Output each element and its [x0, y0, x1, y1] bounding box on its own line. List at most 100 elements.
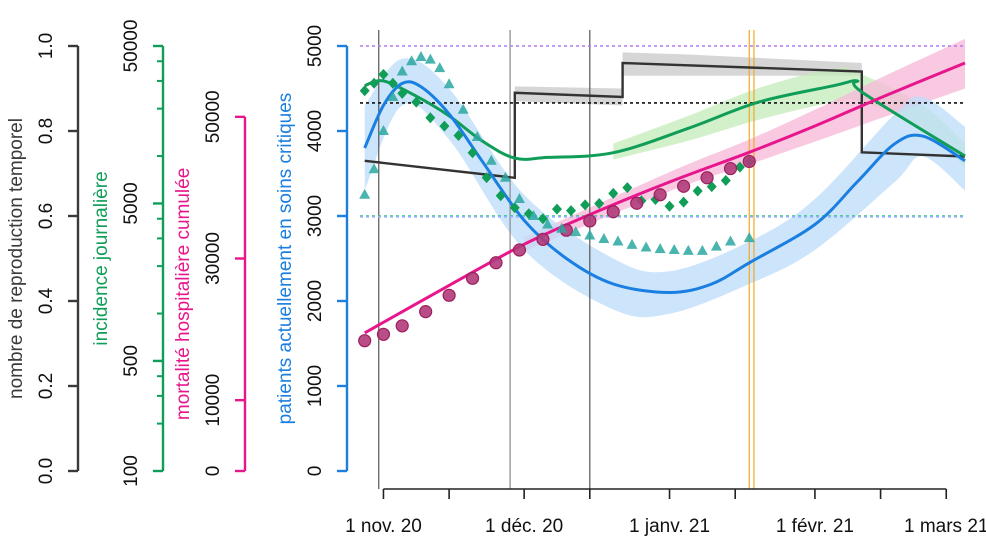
point-diamond-3 [387, 77, 398, 89]
point-triangle-7 [424, 53, 436, 64]
point-circle-4 [442, 288, 456, 302]
point-triangle-23 [640, 241, 652, 252]
point-diamond-10 [481, 172, 492, 184]
point-circle-5 [465, 271, 480, 285]
point-triangle-18 [570, 226, 582, 237]
point-diamond-4 [397, 87, 408, 99]
band-icu-5 [364, 58, 965, 318]
y-tick-label-icu: 4000 [305, 110, 326, 152]
y-tick-label-icu: 1000 [305, 365, 326, 407]
point-circle-15 [700, 171, 714, 185]
point-circle-0 [358, 334, 372, 348]
point-triangle-4 [396, 65, 408, 76]
point-circle-6 [489, 256, 503, 270]
point-diamond-11 [495, 190, 506, 202]
point-triangle-28 [710, 240, 722, 251]
point-triangle-8 [434, 62, 446, 73]
y-tick-label-inc: 500 [121, 345, 142, 377]
y-tick-label-inc: 100 [121, 455, 142, 487]
y-tick-label-icu: 3000 [305, 195, 326, 237]
point-triangle-21 [612, 235, 624, 246]
y-axes: 0.0 0.2 0.4 0.6 0.8 1.0 nombre de reproduction… [6, 20, 349, 487]
y-tick-label-r: 0.8 [36, 118, 57, 144]
point-triangle-29 [725, 235, 737, 246]
y-axis-title-r: nombre de reproduction temporel [6, 118, 27, 399]
point-triangle-14 [513, 193, 525, 203]
point-triangle-6 [415, 51, 427, 62]
y-axis-inc: 100 500 5000 50000 incidence journalière [91, 20, 165, 487]
point-triangle-27 [696, 244, 708, 255]
point-triangle-3 [387, 91, 399, 101]
y-tick-label-mort: 0 [203, 466, 224, 477]
point-circle-14 [677, 179, 691, 193]
point-triangle-25 [668, 244, 680, 254]
line-r [364, 61, 966, 180]
point-circle-7 [512, 243, 527, 257]
y-axis-title-icu: patients actuellement en soins critiques [275, 93, 296, 425]
point-triangle-10 [457, 103, 469, 114]
y-tick-label-mort: 50000 [203, 90, 224, 143]
y-tick-label-r: 0.4 [36, 287, 57, 314]
confidence-bands [364, 38, 965, 318]
y-tick-label-icu: 2000 [305, 280, 326, 322]
y-tick-label-r: 0.0 [36, 458, 57, 484]
point-circle-3 [419, 305, 433, 319]
point-diamond-16 [566, 205, 577, 217]
point-triangle-15 [528, 210, 540, 220]
point-diamond-20 [622, 182, 633, 194]
point-triangle-30 [743, 232, 755, 243]
y-axis-title-mort: mortalité hospitalière cumulée [173, 168, 194, 420]
point-diamond-8 [453, 130, 464, 142]
point-diamond-9 [467, 147, 478, 159]
point-triangle-2 [377, 125, 389, 135]
point-diamond-28 [734, 161, 745, 173]
x-tick-label: 1 janv. 21 [629, 516, 710, 537]
y-axis-mort: 0 10000 30000 50000 mortalité hospitalière c… [173, 90, 247, 477]
y-tick-label-inc: 5000 [121, 182, 142, 224]
point-circle-10 [583, 214, 597, 228]
point-circle-16 [723, 161, 738, 176]
point-diamond-14 [537, 213, 548, 225]
point-circle-1 [376, 327, 391, 341]
point-diamond-7 [439, 120, 450, 132]
point-diamond-18 [594, 197, 605, 209]
point-triangle-20 [598, 232, 610, 243]
point-triangle-16 [542, 218, 554, 229]
point-triangle-11 [471, 130, 483, 141]
point-triangle-9 [443, 78, 455, 89]
y-tick-label-icu: 0 [305, 466, 326, 477]
x-tick-label: 1 févr. 21 [776, 516, 854, 537]
point-triangle-26 [682, 244, 694, 255]
point-triangle-1 [368, 163, 380, 174]
band-r-0 [514, 52, 862, 106]
point-diamond-17 [580, 199, 591, 211]
point-diamond-5 [411, 96, 422, 108]
series-markers [358, 51, 756, 348]
point-diamond-6 [425, 112, 436, 124]
y-tick-label-r: 0.6 [36, 203, 57, 229]
point-diamond-1 [369, 77, 380, 89]
y-axis-r: 0.0 0.2 0.4 0.6 0.8 1.0 nombre de reproduction… [6, 33, 80, 484]
point-circle-2 [395, 319, 409, 333]
x-tick-label: 1 nov. 20 [345, 516, 422, 537]
point-circle-8 [536, 232, 550, 246]
point-triangle-24 [654, 243, 666, 254]
point-diamond-25 [692, 185, 703, 197]
point-diamond-15 [551, 203, 562, 215]
y-tick-label-mort: 10000 [203, 374, 224, 427]
point-triangle-22 [626, 238, 638, 249]
point-circle-13 [653, 188, 667, 202]
y-axis-title-inc: incidence journalière [91, 171, 112, 345]
point-circle-12 [630, 196, 644, 210]
y-tick-label-icu: 5000 [305, 25, 326, 67]
point-circle-17 [742, 154, 756, 169]
point-circle-11 [606, 205, 620, 219]
y-tick-label-r: 1.0 [36, 33, 57, 59]
point-triangle-12 [485, 154, 497, 165]
point-triangle-0 [359, 188, 371, 199]
point-diamond-19 [608, 187, 619, 199]
line-icu [363, 80, 966, 295]
point-triangle-17 [556, 222, 568, 233]
y-tick-label-inc: 50000 [121, 20, 142, 73]
